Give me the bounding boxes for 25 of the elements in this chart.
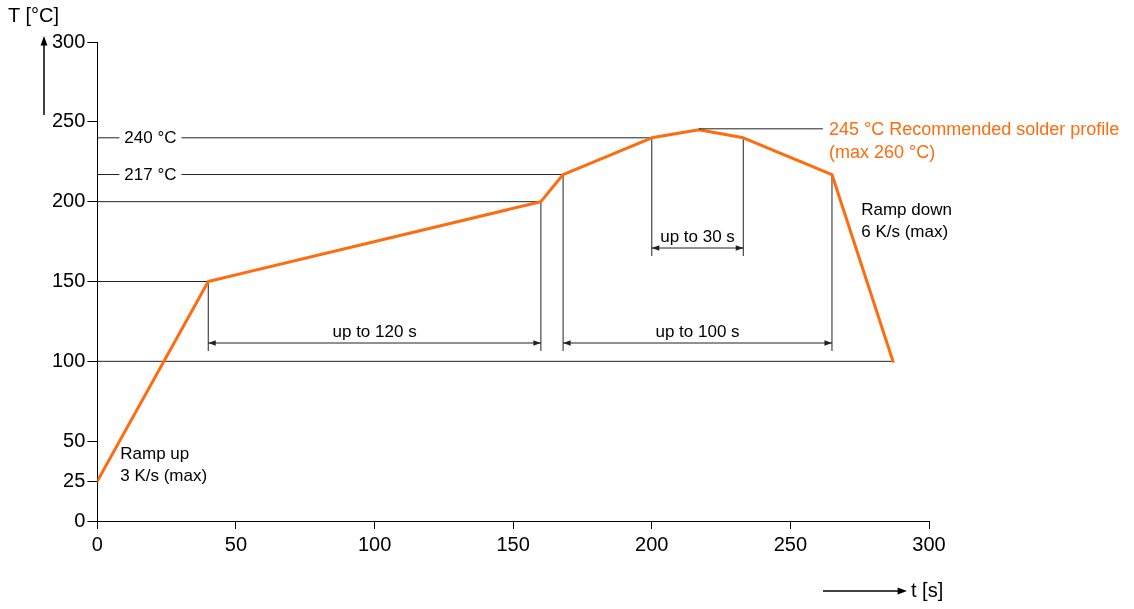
- annotation: up to 30 s: [660, 227, 735, 247]
- x-tick-label: 150: [496, 532, 530, 555]
- y-tick-label: 200: [51, 189, 86, 212]
- series-label: 245 °C Recommended solder profile (max 260 °C): [828, 118, 1120, 162]
- y-tick-label: 100: [51, 348, 86, 371]
- x-tick-label: 100: [357, 532, 392, 555]
- y-tick-label: 25: [63, 468, 86, 491]
- x-tick-label: 250: [773, 532, 808, 555]
- annotation: Ramp down 6 K/s (max): [861, 199, 952, 241]
- x-tick-label: 200: [635, 532, 669, 555]
- ref-line-label: 240 °C: [124, 128, 177, 148]
- y-tick-label: 50: [63, 428, 86, 451]
- y-tick-label: 300: [51, 29, 86, 52]
- x-tick-label: 50: [224, 532, 248, 555]
- annotation: Ramp up 3 K/s (max): [120, 443, 208, 485]
- y-tick-label: 0: [74, 508, 86, 531]
- x-tick-label: 0: [91, 532, 103, 555]
- x-tick-label: 300: [912, 532, 946, 555]
- y-tick-label: 250: [51, 109, 86, 132]
- x-axis-title: t [s]: [911, 578, 944, 601]
- annotation: up to 120 s: [332, 322, 417, 342]
- ref-line-label: 217 °C: [124, 165, 177, 185]
- y-tick-label: 150: [51, 269, 86, 292]
- y-axis-title: T [°C]: [8, 3, 59, 26]
- annotation: up to 100 s: [655, 322, 740, 342]
